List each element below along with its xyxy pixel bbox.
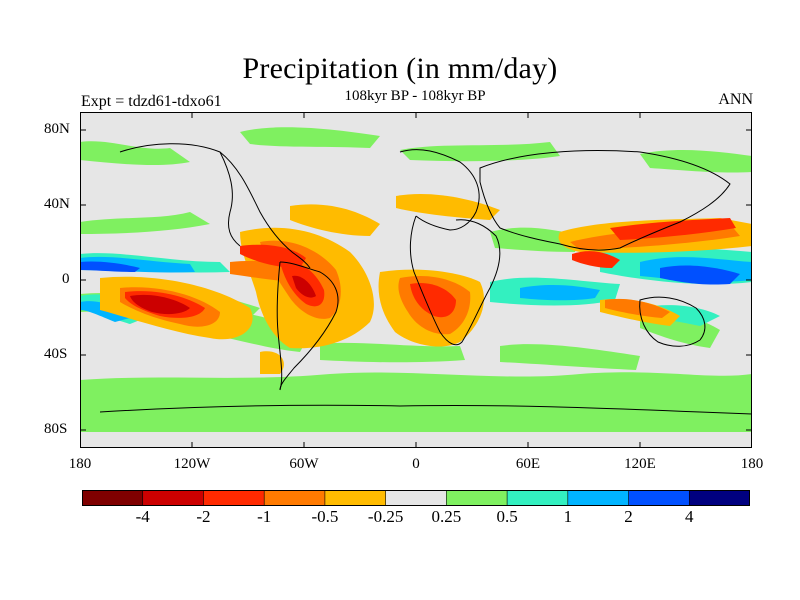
colorbar-label: 1 <box>563 507 573 526</box>
coastlines <box>99 143 752 415</box>
precipitation-map <box>80 112 752 448</box>
lon-tick-label: 120E <box>624 456 656 472</box>
colorbar-swatch <box>263 490 326 506</box>
blue-regions <box>80 261 740 285</box>
lat-tick-label: 80S <box>44 421 68 437</box>
colorbar-swatch <box>446 490 508 506</box>
colorbar-swatch <box>324 490 387 506</box>
map-title: Precipitation (in mm/day) <box>242 52 558 85</box>
colorbar-swatch <box>385 490 448 506</box>
tick-marks <box>80 112 752 448</box>
colorbar-swatch <box>142 490 205 506</box>
colorbar-swatch <box>628 490 691 506</box>
colorbar-swatch <box>82 490 144 506</box>
lat-tick-label: 40S <box>44 346 68 362</box>
colorbar-swatch <box>203 490 265 506</box>
colorbar-label: 0.25 <box>431 507 462 526</box>
colorbar <box>82 490 750 506</box>
colorbar-label: 2 <box>624 507 633 526</box>
map-subtitle: 108kyr BP - 108kyr BP <box>344 88 486 104</box>
colorbar-label: -0.25 <box>367 507 404 526</box>
lon-tick-label: 0 <box>412 456 420 472</box>
colorbar-label: -2 <box>196 507 211 526</box>
experiment-label: Expt = tdzd61-tdxo61 <box>81 93 222 110</box>
colorbar-label: -1 <box>257 507 272 526</box>
lon-tick-label: 180 <box>740 456 764 472</box>
lat-tick-label: 40N <box>44 196 70 212</box>
colorbar-label: -4 <box>135 507 150 526</box>
lat-tick-label: 0 <box>62 271 70 287</box>
lon-tick-label: 60W <box>289 456 319 472</box>
lat-tick-label: 80N <box>44 121 70 137</box>
lon-tick-label: 120W <box>173 456 211 472</box>
colorbar-swatch <box>567 490 630 506</box>
season-label: ANN <box>718 91 753 108</box>
colorbar-swatch <box>506 490 569 506</box>
lon-tick-label: 180 <box>68 456 92 472</box>
colorbar-label: -0.5 <box>311 507 339 526</box>
colorbar-label: 0.5 <box>496 507 518 526</box>
red-regions <box>130 275 316 315</box>
lon-tick-label: 60E <box>515 456 541 472</box>
colorbar-label: 4 <box>685 507 694 526</box>
colorbar-swatch <box>688 490 750 506</box>
